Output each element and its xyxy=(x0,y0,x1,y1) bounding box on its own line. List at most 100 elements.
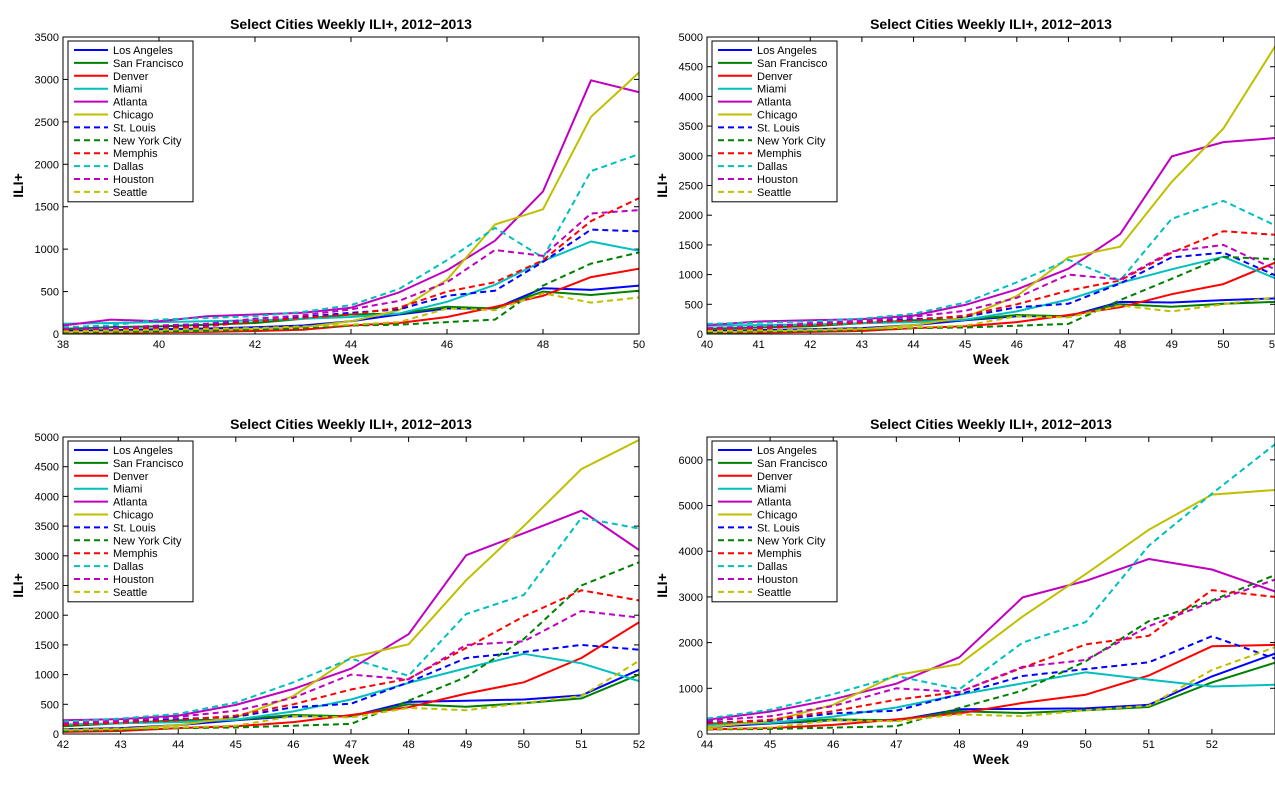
x-tick-label: 50 xyxy=(518,739,530,751)
x-tick-label: 51 xyxy=(575,739,587,751)
y-tick-label: 3500 xyxy=(35,521,59,533)
series-line-memphis xyxy=(63,197,639,331)
x-tick-label: 45 xyxy=(764,739,776,751)
series-line-houston xyxy=(707,243,1275,330)
legend-label: Chicago xyxy=(113,510,153,522)
y-tick-label: 4000 xyxy=(679,91,703,103)
series-line-atlanta xyxy=(63,79,639,327)
x-tick-label: 49 xyxy=(460,739,472,751)
y-tick-label: 0 xyxy=(53,329,59,341)
x-tick-label: 46 xyxy=(827,739,839,751)
x-tick-label: 47 xyxy=(890,739,902,751)
series-line-new-york-city xyxy=(63,251,639,334)
legend-label: Houston xyxy=(757,174,798,186)
y-tick-label: 2000 xyxy=(35,159,59,171)
y-tick-label: 1500 xyxy=(35,640,59,652)
series-line-miami xyxy=(707,671,1275,726)
legend-box xyxy=(711,40,838,203)
y-tick-label: 3000 xyxy=(679,151,703,163)
series-line-denver xyxy=(707,643,1275,731)
x-tick-label: 50 xyxy=(1217,339,1229,351)
legend-label: Memphis xyxy=(113,148,158,160)
series-line-houston xyxy=(63,209,639,330)
series-line-atlanta xyxy=(707,558,1275,721)
legend-label: San Francisco xyxy=(757,458,827,470)
legend-label: Miami xyxy=(113,484,142,496)
chart-title: Select Cities Weekly ILI+, 2012−2013 xyxy=(230,416,472,432)
legend-label: Miami xyxy=(757,84,786,96)
series-line-st-louis xyxy=(63,643,639,727)
y-tick-label: 500 xyxy=(41,287,59,299)
series-line-seattle xyxy=(63,660,639,731)
legend-label: Atlanta xyxy=(757,97,792,109)
legend-label: New York City xyxy=(113,135,182,147)
series-line-dallas xyxy=(63,153,639,329)
y-tick-label: 0 xyxy=(697,329,703,341)
x-axis-label: Week xyxy=(973,351,1010,367)
series-line-miami xyxy=(63,240,639,325)
legend-label: New York City xyxy=(757,535,826,547)
legend-label: Atlanta xyxy=(757,497,792,509)
chart-panel-3: Select Cities Weekly ILI+, 2012−2013 Week… xyxy=(10,416,645,767)
x-tick-label: 43 xyxy=(114,739,126,751)
series-line-chicago xyxy=(63,71,639,334)
x-tick-label: 42 xyxy=(57,739,69,751)
series-lines xyxy=(63,439,639,733)
chart-title: Select Cities Weekly ILI+, 2012−2013 xyxy=(230,16,472,32)
x-tick-label: 44 xyxy=(345,339,357,351)
series-line-denver xyxy=(63,267,639,334)
legend-label: Seattle xyxy=(113,187,147,199)
x-tick-label: 50 xyxy=(1080,739,1092,751)
chart-title: Select Cities Weekly ILI+, 2012−2013 xyxy=(870,416,1112,432)
x-tick-label: 51 xyxy=(1269,339,1275,351)
legend-label: St. Louis xyxy=(113,122,156,134)
x-tick-label: 43 xyxy=(856,339,868,351)
y-tick-label: 500 xyxy=(41,699,59,711)
x-tick-label: 46 xyxy=(1011,339,1023,351)
legend-label: Denver xyxy=(757,71,793,83)
y-tick-label: 3500 xyxy=(35,32,59,44)
series-line-houston xyxy=(707,578,1275,722)
series-line-chicago xyxy=(63,439,639,732)
legend-label: New York City xyxy=(757,135,826,147)
legend-label: Los Angeles xyxy=(113,445,173,457)
x-tick-label: 51 xyxy=(1143,739,1155,751)
series-line-memphis xyxy=(707,230,1275,331)
series-line-atlanta xyxy=(63,509,639,722)
y-tick-label: 0 xyxy=(697,729,703,741)
y-tick-label: 1000 xyxy=(35,244,59,256)
x-tick-label: 42 xyxy=(804,339,816,351)
plot-frame xyxy=(706,36,1275,335)
legend-box xyxy=(711,440,838,603)
x-axis-label: Week xyxy=(333,751,370,767)
legend-label: Atlanta xyxy=(113,97,148,109)
legend-label: St. Louis xyxy=(113,522,156,534)
legend-label: Los Angeles xyxy=(757,445,817,457)
series-line-memphis xyxy=(707,589,1275,725)
y-tick-label: 500 xyxy=(685,299,703,311)
series-line-houston xyxy=(63,610,639,725)
legend-label: San Francisco xyxy=(113,458,183,470)
y-tick-label: 5000 xyxy=(679,32,703,44)
legend-label: Atlanta xyxy=(113,497,148,509)
x-tick-label: 44 xyxy=(701,739,713,751)
series-line-miami xyxy=(63,652,639,726)
chart-panel-4: Select Cities Weekly ILI+, 2012−2013 Week… xyxy=(654,416,1275,767)
y-tick-label: 0 xyxy=(53,729,59,741)
series-line-dallas xyxy=(63,516,639,723)
y-tick-label: 3000 xyxy=(35,551,59,563)
x-tick-label: 41 xyxy=(753,339,765,351)
x-tick-label: 44 xyxy=(172,739,184,751)
series-line-new-york-city xyxy=(707,255,1275,334)
legend-label: Dallas xyxy=(757,161,788,173)
y-tick-label: 2000 xyxy=(35,610,59,622)
legend-label: Houston xyxy=(113,574,154,586)
y-tick-label: 2500 xyxy=(35,117,59,129)
legend-label: San Francisco xyxy=(113,58,183,70)
series-line-seattle xyxy=(707,296,1275,332)
x-tick-label: 42 xyxy=(249,339,261,351)
